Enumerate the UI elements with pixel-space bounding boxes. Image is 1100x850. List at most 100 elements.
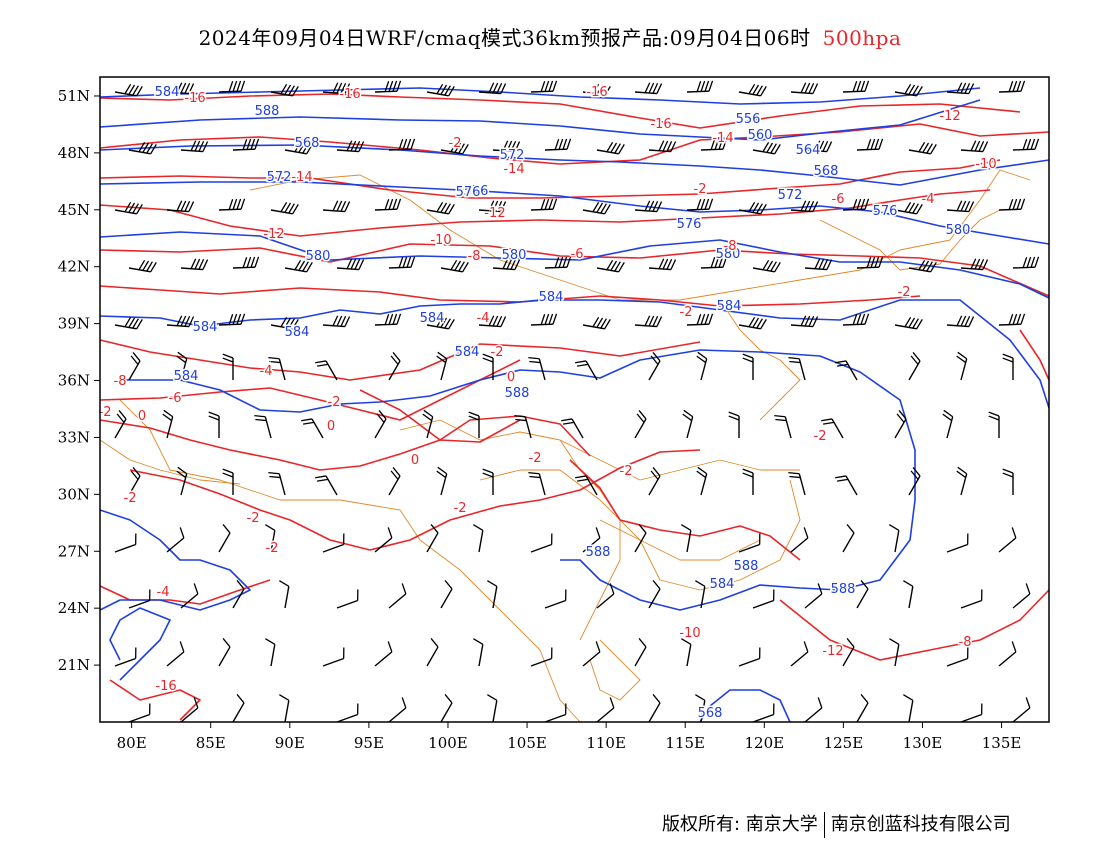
wind-barb bbox=[180, 258, 209, 271]
wind-barb bbox=[695, 694, 706, 723]
wind-barb bbox=[336, 140, 365, 153]
temperature-contour-label: -2 bbox=[449, 136, 462, 151]
wind-barb bbox=[268, 356, 286, 381]
height-contour-label: 584 bbox=[155, 85, 180, 100]
contour-line bbox=[99, 99, 981, 141]
wind-barb bbox=[889, 524, 900, 553]
wind-barb bbox=[634, 315, 663, 328]
wind-barb bbox=[686, 198, 714, 211]
wind-barb bbox=[487, 580, 498, 609]
wind-barb bbox=[388, 352, 401, 381]
wind-barb bbox=[582, 641, 601, 667]
wind-barb bbox=[956, 466, 968, 496]
wind-barb bbox=[634, 82, 663, 95]
wind-barb bbox=[946, 82, 975, 95]
contour-line bbox=[99, 359, 521, 421]
wind-barb bbox=[322, 200, 351, 213]
temperature-contour-label: -8 bbox=[468, 249, 481, 264]
wind-barb bbox=[232, 694, 245, 723]
wind-barb bbox=[388, 467, 401, 496]
contour-line bbox=[99, 299, 1050, 409]
wind-barb bbox=[998, 80, 1026, 93]
contour-line bbox=[99, 181, 1050, 245]
height-contour-label: 584 bbox=[420, 311, 445, 326]
wind-barb bbox=[166, 641, 185, 667]
temperature-contour-label: -16 bbox=[184, 91, 205, 106]
contour-line bbox=[569, 459, 801, 561]
contour-line bbox=[99, 144, 1050, 186]
height-contour-label: 588 bbox=[831, 582, 856, 597]
temperature-contour-label: -12 bbox=[484, 206, 505, 221]
wind-barb bbox=[998, 198, 1026, 211]
wind-barb bbox=[128, 141, 157, 155]
wind-barb bbox=[582, 83, 611, 97]
wind-barb bbox=[804, 258, 833, 271]
x-tick-label: 120E bbox=[745, 734, 785, 752]
wind-barb bbox=[436, 466, 448, 496]
height-contour-label: 584 bbox=[717, 299, 742, 314]
x-tick-label: 100E bbox=[428, 734, 468, 752]
wind-barb bbox=[788, 356, 806, 381]
wind-barb bbox=[575, 475, 598, 496]
contour-line bbox=[120, 349, 916, 611]
wind-barb bbox=[681, 524, 692, 553]
wind-barb bbox=[166, 315, 195, 328]
wind-barb bbox=[440, 259, 469, 273]
wind-barb bbox=[946, 200, 975, 213]
contour-line bbox=[399, 419, 800, 481]
wind-barb bbox=[575, 360, 598, 381]
x-tick-label: 105E bbox=[507, 734, 547, 752]
wind-barb bbox=[492, 258, 521, 271]
temperature-contour-label: -6 bbox=[832, 192, 845, 207]
wind-barb bbox=[1012, 583, 1031, 609]
wind-barb bbox=[790, 200, 819, 213]
wind-barb bbox=[998, 527, 1017, 553]
wind-barb bbox=[530, 198, 558, 211]
wind-barb bbox=[960, 140, 989, 153]
wind-barb bbox=[482, 468, 494, 495]
wind-barb bbox=[790, 82, 819, 95]
wind-barb bbox=[1002, 353, 1014, 380]
wind-barb bbox=[482, 353, 494, 380]
temperature-contour-label: -2 bbox=[529, 451, 542, 466]
temperature-contour-label: 0 bbox=[138, 409, 146, 424]
contour-line bbox=[99, 419, 521, 471]
wind-barb bbox=[908, 352, 921, 381]
wind-barb bbox=[232, 256, 260, 269]
height-contour-label: 584 bbox=[539, 290, 564, 305]
contour-labels: 584 588 568 572 576 580 584 584 584 588 588 588 588 5… bbox=[97, 84, 998, 723]
temperature-contour-label: -14 bbox=[712, 131, 733, 146]
height-contour-label: 580 bbox=[306, 249, 331, 264]
height-contour-label: 556 bbox=[736, 112, 761, 127]
wind-barb bbox=[946, 647, 969, 667]
wind-barb bbox=[960, 258, 989, 271]
wind-barb bbox=[894, 316, 923, 330]
temperature-contour-label: -2 bbox=[247, 511, 260, 526]
temperature-contour-label: -16 bbox=[586, 85, 607, 100]
wind-barb bbox=[218, 638, 231, 667]
wind-barb bbox=[738, 647, 761, 667]
height-contour-label: 572 bbox=[778, 188, 803, 203]
wind-barb bbox=[530, 533, 553, 553]
wind-barb bbox=[222, 468, 234, 495]
wind-barb bbox=[648, 352, 661, 381]
wind-barb bbox=[265, 524, 276, 553]
wind-barb bbox=[908, 467, 921, 496]
wind-barb bbox=[166, 527, 185, 553]
wind-barb bbox=[946, 315, 975, 328]
temperature-contour-label: -8 bbox=[959, 635, 972, 650]
y-tick-label: 48N bbox=[58, 144, 90, 162]
temperature-contour-label: -4 bbox=[477, 311, 490, 326]
wind-barb bbox=[544, 703, 567, 723]
wind-barb bbox=[530, 647, 553, 667]
chart-title: 2024年09月04日WRF/cmaq模式36km预报产品:09月04日06时 5… bbox=[0, 22, 1100, 51]
temperature-contour-label: -12 bbox=[822, 644, 843, 659]
wind-barb bbox=[162, 409, 174, 439]
temperature-contour-label: -2 bbox=[99, 405, 112, 420]
wind-barb bbox=[128, 352, 141, 381]
wind-barb bbox=[426, 316, 455, 330]
wind-barb bbox=[700, 256, 728, 269]
wind-barb bbox=[374, 410, 387, 439]
wind-barb bbox=[374, 641, 393, 667]
